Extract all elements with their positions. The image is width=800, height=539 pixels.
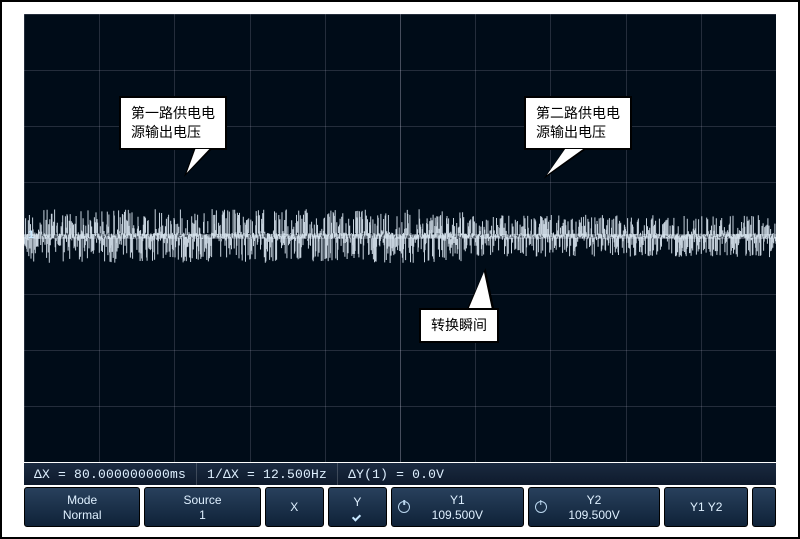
softkey-mode[interactable]: Mode Normal bbox=[24, 487, 140, 527]
callout-source1-voltage: 第一路供电电 源输出电压 bbox=[119, 96, 227, 150]
waveform-trace bbox=[24, 209, 776, 263]
measurement-bar: ΔX = 80.000000000ms 1/ΔX = 12.500Hz ΔY(1… bbox=[24, 463, 776, 485]
softkey-label: Y1 Y2 bbox=[690, 500, 722, 514]
softkey-y2[interactable]: Y2 109.500V bbox=[528, 487, 661, 527]
softkey-title: Y1 bbox=[450, 493, 465, 507]
softkey-title: Source bbox=[183, 493, 221, 507]
plot-area: 1 第一路供电电 源输出电压 第二路供电电 源输出电压 转换瞬间 bbox=[24, 14, 776, 462]
softkey-y1[interactable]: Y1 109.500V bbox=[391, 487, 524, 527]
callout-text-line1: 第二路供电电 bbox=[536, 105, 620, 121]
delta-y-readout: ΔY(1) = 0.0V bbox=[338, 463, 454, 485]
callout-text-line2: 源输出电压 bbox=[536, 123, 620, 142]
callout-text-line1: 第一路供电电 bbox=[131, 105, 215, 121]
softkey-title: Y2 bbox=[587, 493, 602, 507]
callout-text: 转换瞬间 bbox=[431, 317, 487, 333]
channel-1-marker: 1 bbox=[26, 229, 36, 241]
softkey-x-cursor[interactable]: X bbox=[265, 487, 324, 527]
softkey-value: 109.500V bbox=[568, 508, 619, 522]
inv-delta-x-readout: 1/ΔX = 12.500Hz bbox=[197, 463, 338, 485]
delta-x-readout: ΔX = 80.000000000ms bbox=[24, 463, 197, 485]
softkey-row: Mode Normal Source 1 X Y Y1 109.500V Y2 … bbox=[24, 487, 776, 527]
softkey-label: X bbox=[290, 500, 298, 514]
softkey-value: Normal bbox=[63, 508, 102, 522]
knob-icon bbox=[398, 501, 410, 513]
callout-pointer-fill bbox=[547, 149, 583, 175]
oscilloscope-screenshot: 1 第一路供电电 源输出电压 第二路供电电 源输出电压 转换瞬间 ΔX = 80… bbox=[0, 0, 800, 539]
softkey-source[interactable]: Source 1 bbox=[144, 487, 260, 527]
softkey-y-cursor[interactable]: Y bbox=[328, 487, 387, 527]
softkey-value: 109.500V bbox=[432, 508, 483, 522]
softkey-value: 1 bbox=[199, 508, 206, 522]
softkey-title: Mode bbox=[67, 493, 97, 507]
softkey-label: Y bbox=[353, 495, 361, 509]
softkey-y1y2[interactable]: Y1 Y2 bbox=[664, 487, 748, 527]
callout-transition-moment: 转换瞬间 bbox=[419, 308, 499, 343]
softkey-more[interactable] bbox=[752, 487, 776, 527]
check-icon bbox=[353, 509, 363, 519]
knob-icon bbox=[535, 501, 547, 513]
callout-text-line2: 源输出电压 bbox=[131, 123, 215, 142]
callout-source2-voltage: 第二路供电电 源输出电压 bbox=[524, 96, 632, 150]
